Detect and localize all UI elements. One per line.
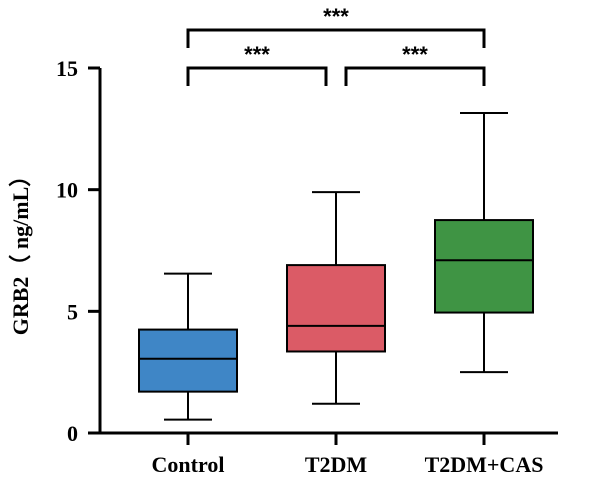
y-tick-label: 0 (67, 421, 78, 446)
x-category-label: T2DM (305, 452, 368, 477)
iqr-box (434, 219, 534, 314)
y-tick-label: 15 (56, 56, 78, 81)
boxes (138, 112, 534, 421)
significance-bracket: *** (186, 42, 328, 86)
bracket-line (186, 66, 328, 86)
axes (98, 68, 558, 435)
y-ticks: 0 5 10 15 (56, 56, 100, 446)
iqr-box (138, 328, 238, 393)
significance-label: *** (244, 42, 270, 67)
iqr-box (286, 264, 386, 353)
y-tick-label: 5 (67, 299, 78, 324)
y-axis-label: GRB2（ ng/mL） (8, 165, 33, 336)
box-t2dm-cas (434, 112, 534, 374)
x-category-label: Control (152, 452, 225, 477)
significance-bracket: *** (186, 4, 486, 48)
significance-label: *** (323, 4, 349, 29)
bracket-line (186, 28, 486, 48)
bracket-line (344, 66, 486, 86)
x-category-label: T2DM+CAS (425, 452, 544, 477)
x-ticks: Control T2DM T2DM+CAS (152, 433, 544, 477)
significance-label: *** (402, 42, 428, 67)
box-control (138, 272, 238, 421)
y-tick-label: 10 (56, 178, 78, 203)
box-t2dm (286, 191, 386, 405)
significance-brackets: *** *** *** (186, 4, 486, 86)
significance-bracket: *** (344, 42, 486, 86)
